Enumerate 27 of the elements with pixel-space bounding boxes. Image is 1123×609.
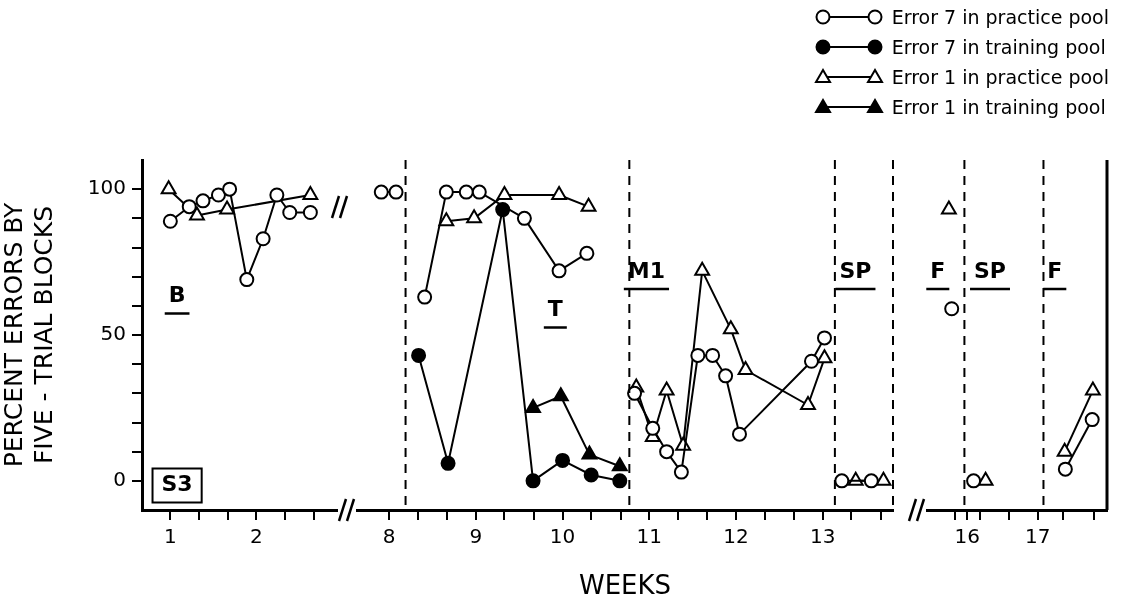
- x-tick-label: 1: [163, 524, 177, 549]
- legend-label: Error 1 in practice pool: [891, 66, 1109, 88]
- x-tick-label: 13: [810, 524, 836, 549]
- annotation: T: [547, 296, 563, 322]
- x-tick-label: 17: [1025, 524, 1051, 549]
- annotation: F: [1047, 257, 1063, 283]
- x-tick-label: 12: [723, 524, 749, 549]
- x-tick-label: 10: [549, 524, 576, 549]
- legend-label: Error 7 in practice pool: [891, 6, 1109, 28]
- y-tick-label: 50: [100, 321, 126, 346]
- annotation: B: [168, 282, 186, 308]
- x-tick-label: 8: [382, 524, 396, 549]
- annotation: SP: [974, 257, 1006, 283]
- annotation: F: [930, 257, 946, 283]
- y-axis-title: PERCENT ERRORS BY FIVE - TRIAL BLOCKS: [0, 201, 58, 468]
- annotation: SP: [839, 257, 872, 283]
- y-tick-label: 100: [87, 175, 126, 200]
- annotation: M1: [627, 257, 666, 283]
- legend-label: Error 1 in training pool: [891, 96, 1106, 118]
- legend-label: Error 7 in training pool: [891, 36, 1106, 58]
- y-tick-label: 0: [113, 467, 126, 492]
- annotation: S3: [161, 471, 193, 497]
- x-tick-label: 2: [249, 524, 263, 549]
- x-tick-label: 9: [469, 524, 483, 549]
- x-axis-title: WEEKS: [578, 570, 672, 601]
- x-tick-label: 16: [954, 524, 980, 549]
- x-tick-label: 11: [636, 524, 663, 549]
